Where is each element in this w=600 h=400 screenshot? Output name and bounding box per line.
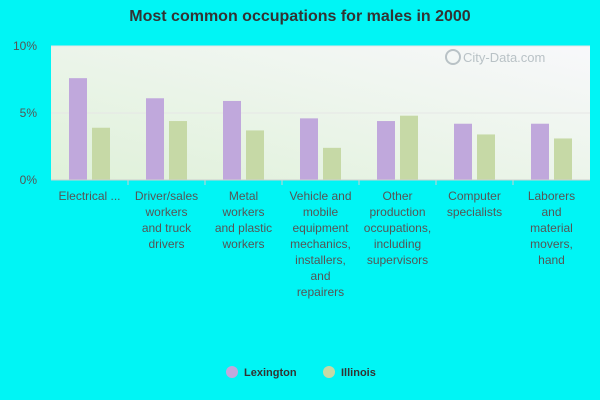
bar-illinois	[400, 115, 418, 180]
category-label: Computer specialists	[447, 189, 502, 219]
y-tick-label: 10%	[13, 39, 37, 53]
bar-lexington	[531, 123, 549, 180]
bar-lexington	[69, 78, 87, 180]
grid-lines	[51, 45, 590, 114]
category-label: Metal workers and plastic workers	[215, 189, 272, 251]
legend-label-illinois: Illinois	[341, 367, 376, 379]
bar-illinois	[323, 147, 341, 180]
bar-illinois	[554, 138, 572, 180]
legend-label-lexington: Lexington	[244, 367, 297, 379]
legend-swatch-lexington	[226, 366, 238, 378]
watermark: City-Data.com	[445, 49, 545, 65]
axes: 0% 5% 10%	[13, 39, 590, 187]
watermark-icon	[445, 49, 461, 65]
category-label: Driver/sales workers and truck drivers	[135, 189, 198, 251]
bar-lexington	[300, 118, 318, 180]
category-label: Vehicle and mobile equipment mechanics, inst…	[289, 189, 351, 299]
legend-swatch-illinois	[323, 366, 335, 378]
legend: Lexington Illinois	[226, 366, 376, 379]
category-label: Laborers and material movers, hand	[528, 189, 575, 267]
category-labels: Electrical ... Driver/sales workers and tru…	[58, 189, 575, 299]
bar-lexington	[454, 123, 472, 180]
bar-illinois	[246, 130, 264, 180]
chart-title: Most common occupations for males in 200…	[129, 8, 471, 25]
y-tick-label: 0%	[20, 173, 38, 187]
y-tick-label: 5%	[20, 106, 38, 120]
bar-lexington	[223, 100, 241, 180]
category-label: Electrical ...	[58, 189, 120, 203]
bar-lexington	[146, 98, 164, 180]
bar-lexington	[377, 121, 395, 180]
bars	[69, 78, 572, 180]
watermark-text: City-Data.com	[463, 50, 545, 65]
bar-illinois	[92, 127, 110, 180]
bar-illinois	[169, 121, 187, 180]
bar-illinois	[477, 134, 495, 180]
category-label: Other production occupations, including supe…	[364, 189, 431, 267]
